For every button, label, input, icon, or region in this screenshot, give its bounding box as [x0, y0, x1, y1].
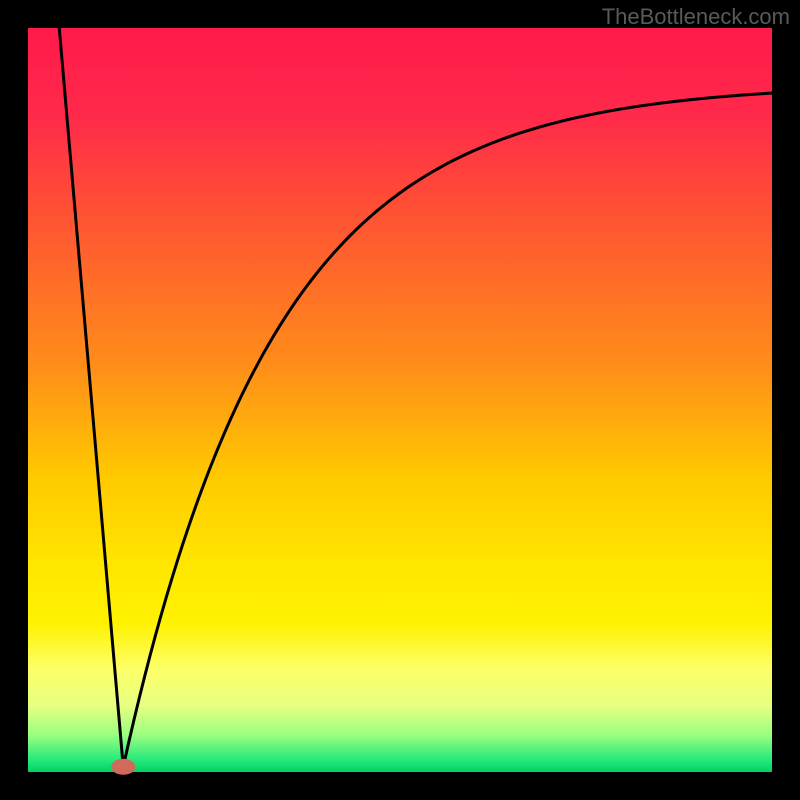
plot-background — [28, 28, 772, 772]
bottleneck-chart — [0, 0, 800, 800]
optimal-point-marker — [111, 759, 135, 775]
chart-container: { "watermark": "TheBottleneck.com", "cha… — [0, 0, 800, 800]
watermark-text: TheBottleneck.com — [602, 4, 790, 30]
